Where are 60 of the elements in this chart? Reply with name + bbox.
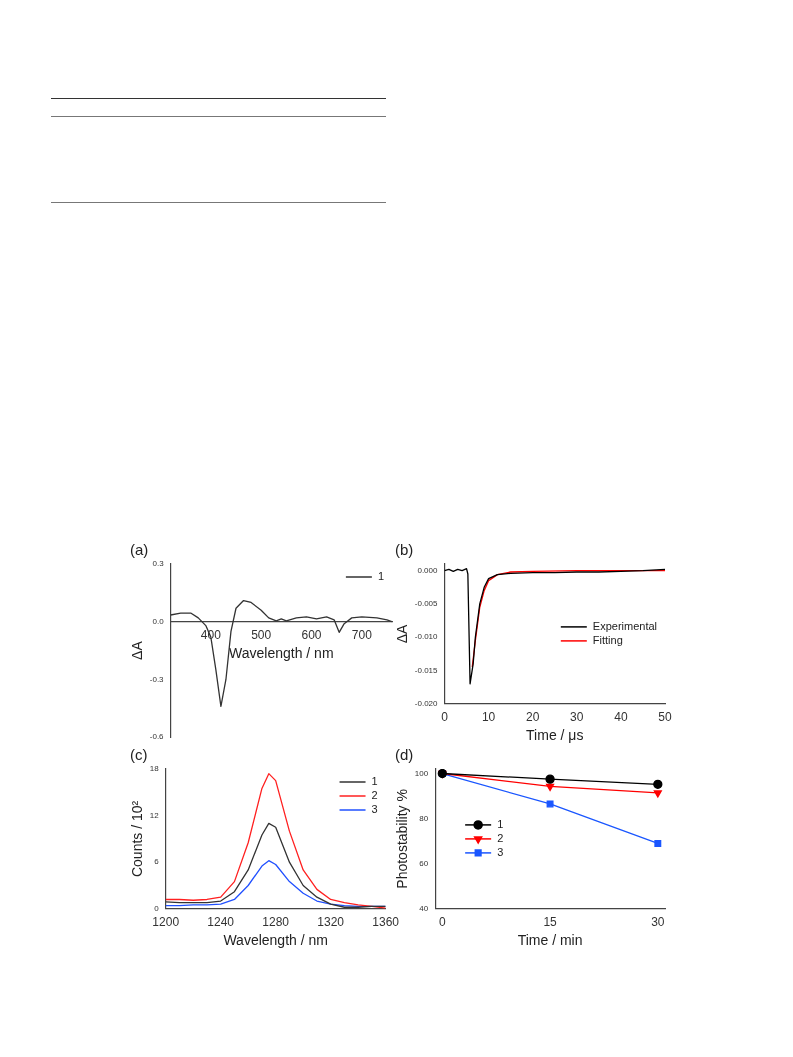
y-tick-label: 100 [414,768,429,778]
y-axis-title: ΔA [129,640,146,660]
x-tick-label: 1320 [317,915,345,930]
y-tick-label: 12 [149,810,160,820]
y-tick-label: 40 [419,904,429,913]
x-tick-label: 700 [351,628,373,643]
y-tick-label: -0.005 [414,599,439,609]
chart-title: (b) [395,541,414,559]
legend-label: 3 [371,803,378,816]
legend-label: 2 [497,831,504,844]
x-tick-label: 0 [441,710,449,725]
point [545,783,555,792]
x-tick-label: 15 [543,915,558,930]
x-tick-label: 1200 [152,915,180,930]
point [545,774,555,784]
y-axis-title: Counts / 10² [129,800,146,878]
y-tick-label: 18 [149,764,160,774]
x-tick-label: 1360 [372,915,400,930]
x-axis-title: Wavelength / nm [223,932,328,949]
point [546,800,554,808]
y-tick-label: 0.3 [152,559,165,569]
y-tick-label: 6 [154,857,160,867]
point [653,790,662,798]
y-axis-title: ΔA [394,623,411,644]
legend-label: Experimental [592,619,658,632]
x-tick-label: 500 [251,628,272,643]
chart-title: (a) [130,541,149,559]
x-axis-title: Time / min [517,932,583,949]
legend-label: 3 [497,845,504,858]
x-axis-title: Wavelength / nm [229,645,334,662]
chart-title: (d) [395,746,414,764]
y-tick-label: -0.010 [414,632,439,642]
legend-label: 1 [377,570,385,583]
legend-label: Fitting [592,633,623,646]
y-tick-label: -0.015 [414,665,439,675]
y-tick-label: -0.6 [149,732,165,742]
legend-label: 1 [497,817,504,830]
legend-label: 2 [371,789,378,802]
x-tick-label: 30 [651,915,665,930]
point [653,779,663,789]
legend-label: 1 [371,775,378,788]
y-axis-title: Photostability % [394,789,411,889]
x-tick-label: 30 [570,710,584,725]
x-tick-label: 1240 [207,915,235,930]
y-tick-label: -0.3 [149,674,165,684]
point [654,839,662,847]
y-tick-label: 0 [154,904,160,913]
x-axis-title: Time / μs [526,727,584,744]
y-tick-label: 80 [419,813,429,823]
y-tick-label: 0.000 [417,565,439,575]
y-tick-label: 60 [419,858,429,868]
y-tick-label: -0.020 [414,699,439,708]
chart-title: (c) [130,746,148,764]
x-tick-label: 600 [301,628,322,643]
x-tick-label: 50 [658,710,672,725]
y-tick-label: 0.0 [152,616,165,626]
x-tick-label: 10 [481,710,496,725]
x-tick-label: 40 [614,710,628,725]
x-tick-label: 1280 [262,915,290,930]
x-tick-label: 20 [526,710,540,725]
